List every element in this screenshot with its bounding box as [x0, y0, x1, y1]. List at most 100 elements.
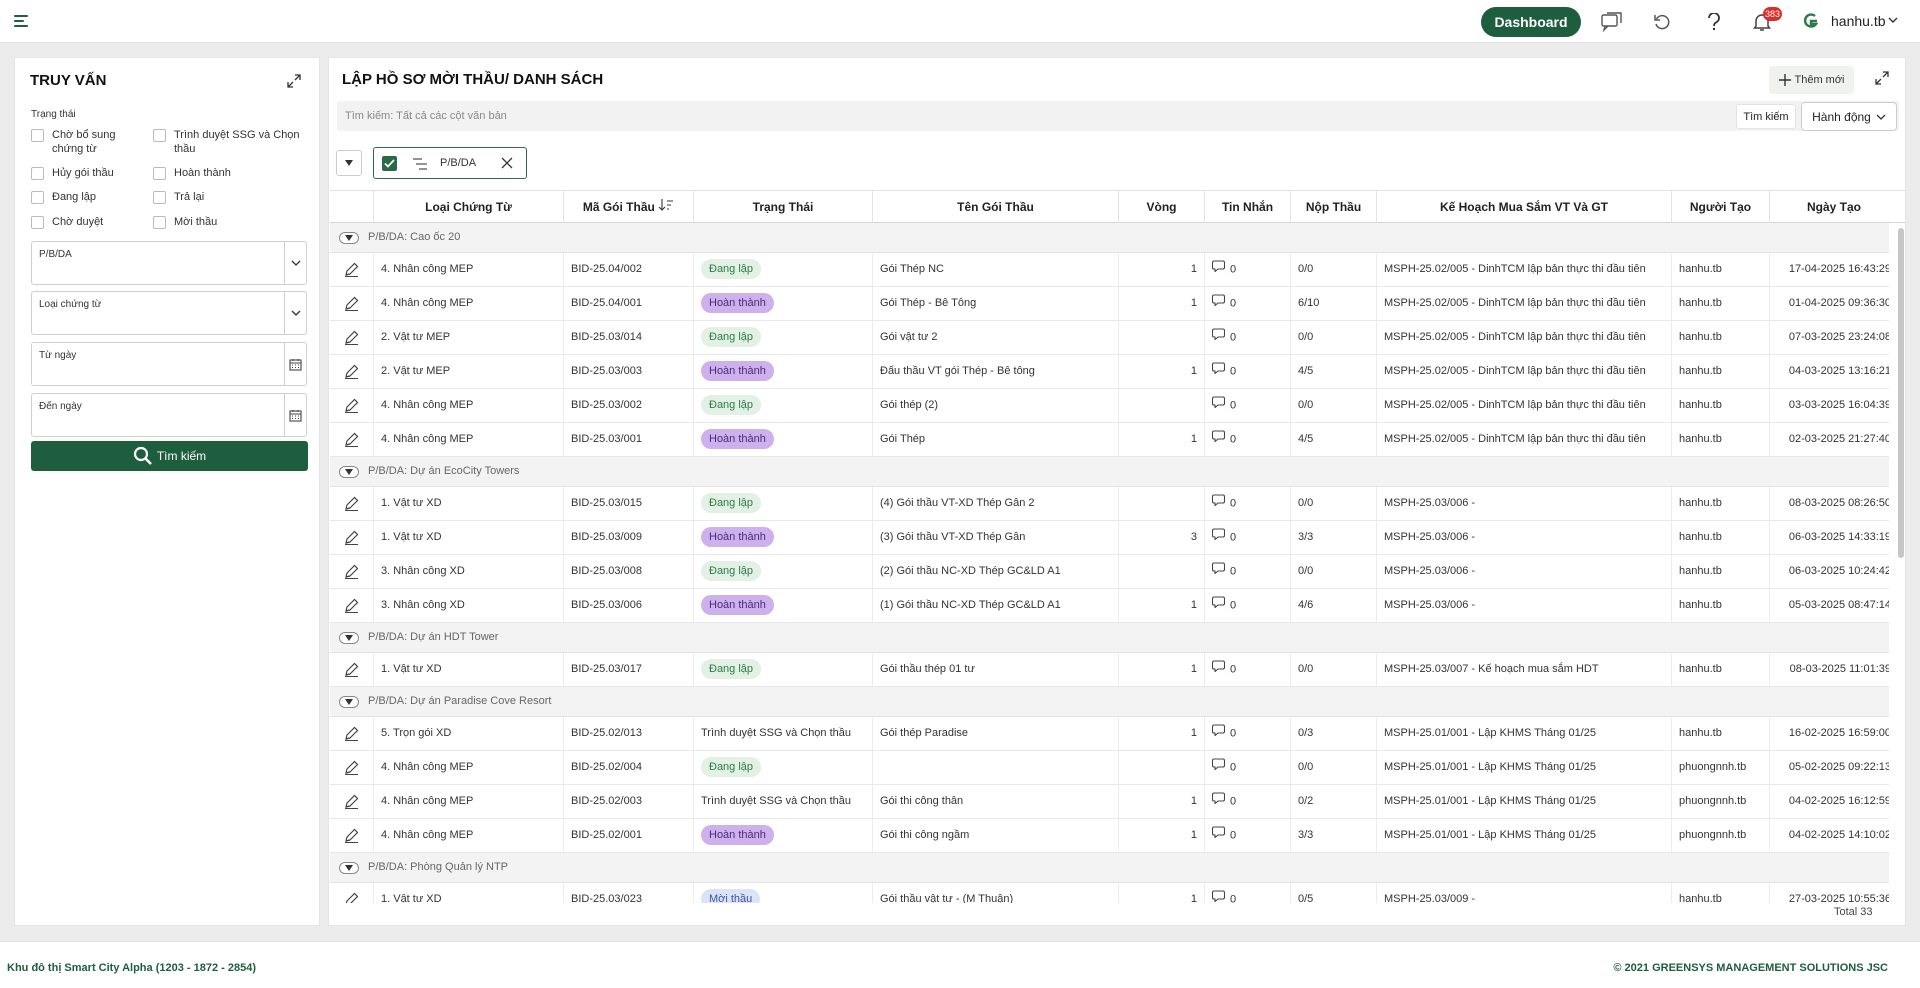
- username[interactable]: hanhu.tb: [1831, 13, 1886, 29]
- message-icon[interactable]: [1211, 253, 1226, 286]
- search-button[interactable]: Tìm kiếm: [1736, 104, 1796, 129]
- message-icon[interactable]: [1211, 555, 1226, 588]
- vertical-scrollbar[interactable]: [1897, 223, 1905, 903]
- chevron-down-icon[interactable]: [1888, 14, 1898, 28]
- table-row[interactable]: 1. Vật tư XD BID-25.03/009 Hoàn thành (3) G…: [330, 521, 1889, 555]
- avatar[interactable]: [1798, 8, 1824, 34]
- message-icon[interactable]: [1211, 819, 1226, 852]
- edit-icon[interactable]: [330, 555, 374, 588]
- from-date-field[interactable]: Từ ngày: [31, 342, 307, 386]
- status-checkbox[interactable]: Đang lập: [31, 190, 96, 204]
- column-header[interactable]: Loại Chứng Từ: [374, 191, 564, 223]
- group-chip[interactable]: P/B/DA: [373, 147, 527, 179]
- expand-icon[interactable]: [1875, 71, 1889, 88]
- table-row[interactable]: 4. Nhân công MEP BID-25.02/001 Hoàn thành G…: [330, 819, 1889, 853]
- notification-bell-icon[interactable]: 383: [1750, 7, 1783, 34]
- table-row[interactable]: 4. Nhân công MEP BID-25.02/004 Đang lập 0 0/…: [330, 751, 1889, 785]
- message-icon[interactable]: [1211, 521, 1226, 554]
- group-row[interactable]: P/B/DA: Cao ốc 20: [330, 223, 1889, 253]
- edit-icon[interactable]: [330, 487, 374, 520]
- status-checkbox[interactable]: Trả lại: [153, 190, 204, 204]
- column-header[interactable]: Trạng Thái: [694, 191, 873, 223]
- message-icon[interactable]: [1211, 355, 1226, 388]
- status-checkbox[interactable]: Chờ bổ sung chứng từ: [31, 128, 141, 156]
- message-icon[interactable]: [1211, 389, 1226, 422]
- edit-icon[interactable]: [330, 423, 374, 456]
- column-header[interactable]: Nộp Thầu: [1291, 191, 1377, 223]
- edit-icon[interactable]: [330, 389, 374, 422]
- refresh-icon[interactable]: [1650, 10, 1674, 34]
- column-header[interactable]: Vòng: [1119, 191, 1205, 223]
- message-icon[interactable]: [1211, 589, 1226, 622]
- column-header-sorted[interactable]: Mã Gói Thầu: [564, 191, 694, 223]
- edit-icon[interactable]: [330, 287, 374, 320]
- menu-icon[interactable]: [14, 14, 30, 28]
- chevron-down-icon[interactable]: [284, 242, 306, 284]
- scrollbar-thumb[interactable]: [1898, 228, 1904, 558]
- message-icon[interactable]: [1211, 717, 1226, 750]
- calendar-icon[interactable]: [284, 394, 306, 436]
- edit-icon[interactable]: [330, 653, 374, 686]
- message-icon[interactable]: [1211, 751, 1226, 784]
- calendar-icon[interactable]: [284, 343, 306, 385]
- column-header[interactable]: Kế Hoạch Mua Sắm VT Và GT: [1377, 191, 1672, 223]
- edit-icon[interactable]: [330, 883, 374, 903]
- search-input[interactable]: Tìm kiếm: Tất cả các cột văn bản: [337, 101, 1899, 131]
- group-row[interactable]: P/B/DA: Dự án Paradise Cove Resort: [330, 687, 1889, 717]
- table-row[interactable]: 4. Nhân công MEP BID-25.03/002 Đang lập Gói…: [330, 389, 1889, 423]
- collapse-toggle-icon[interactable]: [339, 862, 359, 874]
- chevron-down-icon[interactable]: [284, 292, 306, 334]
- status-checkbox[interactable]: Hoàn thành: [153, 166, 231, 180]
- message-icon[interactable]: [1211, 883, 1226, 903]
- edit-icon[interactable]: [330, 751, 374, 784]
- status-checkbox[interactable]: Trình duyệt SSG và Chọn thầu: [153, 128, 303, 156]
- message-icon[interactable]: [1211, 287, 1226, 320]
- dashboard-button[interactable]: Dashboard: [1481, 7, 1581, 37]
- table-row[interactable]: 1. Vật tư XD BID-25.03/023 Mời thầu Gói thầ…: [330, 883, 1889, 903]
- status-checkbox[interactable]: Chờ duyệt: [31, 215, 103, 229]
- table-row[interactable]: 1. Vật tư XD BID-25.03/017 Đang lập Gói thầ…: [330, 653, 1889, 687]
- collapse-toggle-icon[interactable]: [339, 696, 359, 708]
- chat-icon[interactable]: [1600, 10, 1624, 34]
- group-row[interactable]: P/B/DA: Phòng Quản lý NTP: [330, 853, 1889, 883]
- table-row[interactable]: 3. Nhân công XD BID-25.03/008 Đang lập (2) …: [330, 555, 1889, 589]
- collapse-toggle-icon[interactable]: [339, 232, 359, 244]
- group-row[interactable]: P/B/DA: Dự án HDT Tower: [330, 623, 1889, 653]
- table-row[interactable]: 5. Trọn gói XD BID-25.02/013 Trình duyệt S…: [330, 717, 1889, 751]
- edit-icon[interactable]: [330, 785, 374, 818]
- help-icon[interactable]: [1702, 10, 1726, 34]
- edit-icon[interactable]: [330, 521, 374, 554]
- edit-icon[interactable]: [330, 253, 374, 286]
- table-row[interactable]: 4. Nhân công MEP BID-25.02/003 Trình duyệt…: [330, 785, 1889, 819]
- status-checkbox[interactable]: Mời thầu: [153, 215, 217, 229]
- edit-icon[interactable]: [330, 717, 374, 750]
- action-button[interactable]: Hành động: [1801, 102, 1897, 131]
- collapse-toggle-icon[interactable]: [339, 466, 359, 478]
- group-toggle-button[interactable]: [336, 150, 362, 176]
- message-icon[interactable]: [1211, 487, 1226, 520]
- group-row[interactable]: P/B/DA: Dự án EcoCity Towers: [330, 457, 1889, 487]
- message-icon[interactable]: [1211, 423, 1226, 456]
- table-row[interactable]: 4. Nhân công MEP BID-25.03/001 Hoàn thành G…: [330, 423, 1889, 457]
- column-header[interactable]: Tên Gói Thầu: [873, 191, 1119, 223]
- table-row[interactable]: 1. Vật tư XD BID-25.03/015 Đang lập (4) Gói…: [330, 487, 1889, 521]
- table-row[interactable]: 4. Nhân công MEP BID-25.04/002 Đang lập Gói…: [330, 253, 1889, 287]
- table-row[interactable]: 4. Nhân công MEP BID-25.04/001 Hoàn thành G…: [330, 287, 1889, 321]
- edit-icon[interactable]: [330, 321, 374, 354]
- edit-icon[interactable]: [330, 355, 374, 388]
- expand-icon[interactable]: [287, 74, 301, 91]
- message-icon[interactable]: [1211, 653, 1226, 686]
- column-header[interactable]: Tin Nhắn: [1205, 191, 1291, 223]
- project-select[interactable]: P/B/DA: [31, 241, 307, 285]
- column-header[interactable]: Người Tạo: [1672, 191, 1770, 223]
- add-new-button[interactable]: Thêm mới: [1769, 66, 1854, 94]
- collapse-toggle-icon[interactable]: [339, 632, 359, 644]
- checkbox-icon[interactable]: [382, 156, 397, 171]
- close-icon[interactable]: [501, 157, 513, 172]
- table-row[interactable]: 2. Vật tư MEP BID-25.03/014 Đang lập Gói vậ…: [330, 321, 1889, 355]
- edit-icon[interactable]: [330, 589, 374, 622]
- query-search-button[interactable]: Tìm kiếm: [31, 441, 308, 471]
- edit-icon[interactable]: [330, 819, 374, 852]
- column-header[interactable]: Ngày Tạo: [1806, 200, 1861, 214]
- doctype-select[interactable]: Loại chứng từ: [31, 291, 307, 335]
